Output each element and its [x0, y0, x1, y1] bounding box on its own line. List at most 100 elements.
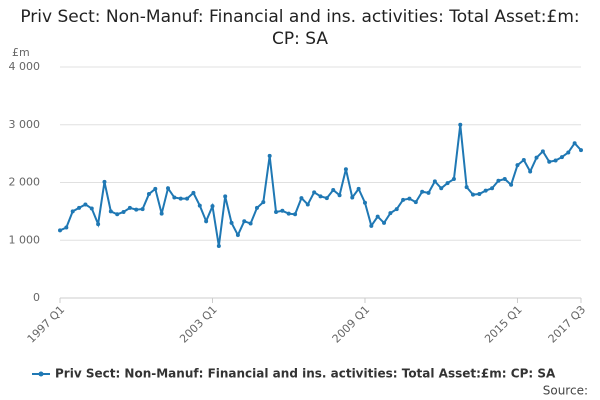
point — [299, 196, 304, 201]
point — [413, 200, 418, 205]
legend-label: Priv Sect: Non-Manuf: Financial and ins.… — [55, 367, 556, 381]
point — [451, 177, 456, 182]
point — [407, 196, 412, 201]
legend-marker — [38, 371, 44, 377]
point — [547, 159, 552, 164]
point — [242, 219, 247, 224]
point — [235, 233, 240, 238]
y-unit: £m — [12, 46, 30, 59]
point — [185, 196, 190, 201]
point — [394, 207, 399, 212]
point — [515, 163, 520, 168]
point — [572, 141, 577, 146]
point — [502, 177, 507, 182]
point — [375, 214, 380, 219]
point — [496, 178, 501, 183]
point — [108, 209, 113, 214]
point — [477, 192, 482, 197]
x-tick-label: 2015 Q1 — [482, 303, 525, 346]
y-tick-label: 3 000 — [9, 118, 41, 131]
point — [210, 204, 215, 209]
point — [324, 196, 329, 201]
point — [458, 122, 463, 127]
source: Source: — [543, 384, 588, 398]
point — [191, 190, 196, 195]
point — [540, 149, 545, 154]
point — [96, 222, 101, 227]
point — [362, 200, 367, 205]
point — [166, 186, 171, 191]
point — [559, 155, 564, 160]
point — [528, 169, 533, 174]
point — [153, 186, 158, 191]
point — [83, 202, 88, 207]
point — [432, 179, 437, 184]
point — [261, 200, 266, 205]
point — [102, 179, 107, 184]
point — [401, 197, 406, 202]
point — [566, 150, 571, 155]
point — [350, 195, 355, 200]
x-tick-label: 2017 Q3 — [546, 303, 589, 346]
point — [115, 212, 120, 217]
point — [248, 221, 253, 226]
point — [483, 188, 488, 193]
point — [464, 185, 469, 190]
point — [356, 186, 361, 191]
point — [439, 186, 444, 191]
point — [318, 194, 323, 199]
point — [420, 189, 425, 194]
point — [140, 207, 145, 212]
point — [274, 209, 279, 214]
point — [70, 209, 75, 214]
point — [509, 182, 514, 187]
point — [490, 186, 495, 191]
point — [121, 209, 126, 214]
point — [553, 158, 558, 163]
point — [216, 244, 221, 249]
point — [204, 219, 209, 224]
point — [445, 181, 450, 186]
point — [58, 228, 62, 233]
x-tick-label: 2003 Q1 — [177, 303, 220, 346]
point — [197, 203, 202, 208]
point — [64, 225, 69, 230]
chart-title: Priv Sect: Non-Manuf: Financial and ins.… — [20, 7, 580, 49]
point — [146, 192, 151, 197]
point — [178, 196, 183, 201]
point — [331, 188, 336, 193]
point — [305, 202, 310, 207]
point — [426, 190, 431, 195]
x-tick-label: 2009 Q1 — [330, 303, 373, 346]
point — [89, 206, 94, 211]
y-tick-label: 2 000 — [9, 176, 41, 189]
point — [254, 205, 259, 210]
point — [77, 205, 82, 210]
x-tick-label: 1997 Q1 — [25, 303, 68, 346]
point — [388, 211, 393, 216]
y-tick-label: 0 — [33, 291, 40, 304]
point — [127, 205, 132, 210]
point — [579, 148, 583, 153]
point — [172, 195, 177, 200]
y-tick-label: 4 000 — [9, 60, 41, 73]
point — [343, 167, 348, 172]
point — [159, 211, 164, 216]
point — [293, 212, 298, 217]
series-line — [59, 124, 582, 247]
point — [134, 207, 139, 212]
point — [337, 193, 342, 198]
point — [382, 220, 387, 225]
y-tick-label: 1 000 — [9, 233, 41, 246]
point — [312, 190, 317, 195]
point — [286, 211, 291, 216]
point — [267, 153, 272, 158]
point — [534, 155, 539, 160]
point — [229, 220, 234, 225]
point — [280, 208, 285, 213]
point — [223, 194, 228, 199]
point — [369, 223, 374, 228]
point — [470, 192, 475, 197]
